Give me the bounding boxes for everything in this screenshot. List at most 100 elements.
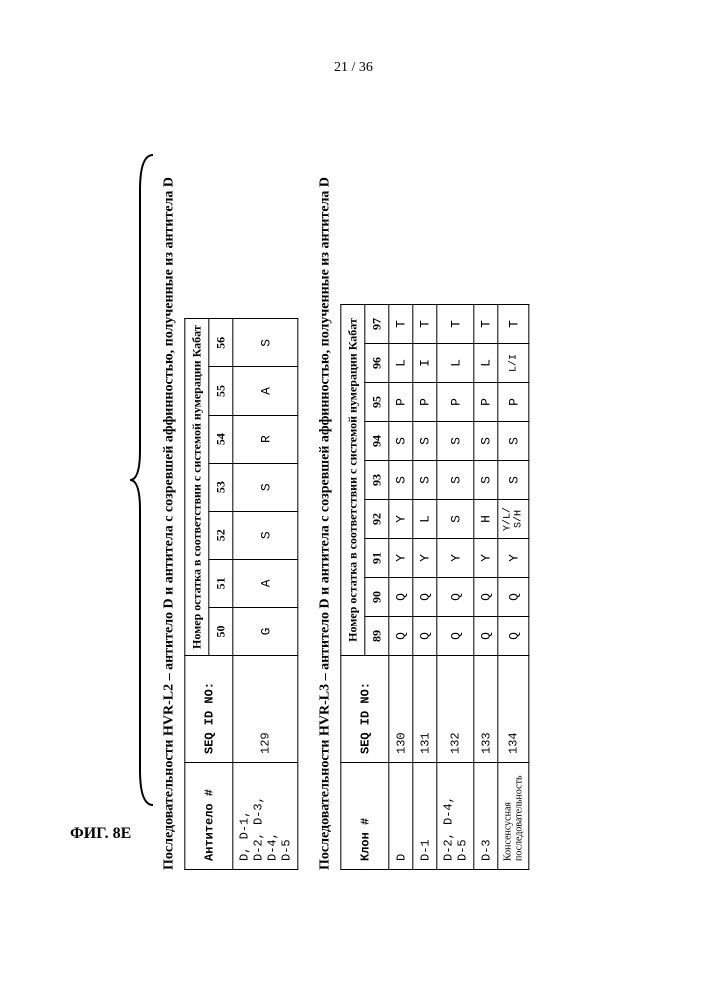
residue-cell: G xyxy=(233,607,298,655)
residue-cell: Q xyxy=(498,617,529,656)
seqid-cell: 129 xyxy=(233,656,298,763)
residue-cell: S xyxy=(233,319,298,367)
residue-cell: S xyxy=(233,511,298,559)
residue-cell: T xyxy=(498,305,529,344)
residue-cell: Y xyxy=(474,539,498,578)
table-hvr-l2: Антитело #SEQ ID NO:Номер остатка в соот… xyxy=(184,318,298,870)
residue-cell: Y/L/S/H xyxy=(498,500,529,539)
residue-cell: Q xyxy=(437,578,474,617)
residue-cell: L xyxy=(437,344,474,383)
residue-cell: Y xyxy=(389,539,413,578)
antibody-cell: Консенсуснаяпоследовательность xyxy=(498,763,529,870)
residue-cell: Q xyxy=(413,617,437,656)
table-row: D-3133QQYHSSPLT xyxy=(474,305,498,870)
table-hvr-l3: Клон #SEQ ID NO:Номер остатка в соответс… xyxy=(340,304,529,870)
residue-cell: A xyxy=(233,367,298,415)
residue-cell: Y xyxy=(498,539,529,578)
position-header: 91 xyxy=(365,539,389,578)
table-row: D130QQYYSSPLT xyxy=(389,305,413,870)
antibody-cell: D-1 xyxy=(413,763,437,870)
residue-cell: Q xyxy=(389,617,413,656)
residue-cell: S xyxy=(413,422,437,461)
rotated-content: Последовательности HVR-L2 – антитело D и… xyxy=(160,90,547,870)
residue-cell: L xyxy=(413,500,437,539)
seqid-cell: 134 xyxy=(498,656,529,763)
position-header: 52 xyxy=(209,511,233,559)
position-header: 95 xyxy=(365,383,389,422)
residue-cell: S xyxy=(389,461,413,500)
residue-cell: S xyxy=(498,461,529,500)
seqid-cell: 131 xyxy=(413,656,437,763)
residue-cell: Q xyxy=(413,578,437,617)
position-header: 93 xyxy=(365,461,389,500)
figure-label: ФИГ. 8E xyxy=(70,825,131,843)
table-row: Консенсуснаяпоследовательность134QQYY/L/… xyxy=(498,305,529,870)
col-antibody-header: Клон # xyxy=(341,763,389,870)
residue-cell: L/I xyxy=(498,344,529,383)
residue-cell: P xyxy=(413,383,437,422)
position-header: 53 xyxy=(209,463,233,511)
position-header: 56 xyxy=(209,319,233,367)
residue-cell: S xyxy=(413,461,437,500)
residue-cell: S xyxy=(498,422,529,461)
residue-cell: L xyxy=(389,344,413,383)
page-number: 21 / 36 xyxy=(0,0,707,86)
antibody-cell: D xyxy=(389,763,413,870)
residue-cell: Y xyxy=(413,539,437,578)
seqid-cell: 133 xyxy=(474,656,498,763)
residue-cell: S xyxy=(389,422,413,461)
residue-cell: P xyxy=(437,383,474,422)
residue-cell: L xyxy=(474,344,498,383)
residue-cell: S xyxy=(437,500,474,539)
table-row: D, D-1,D-2, D-3,D-4,D-5129GASSRAS xyxy=(233,319,298,870)
position-header: 55 xyxy=(209,367,233,415)
residue-cell: I xyxy=(413,344,437,383)
residue-cell: T xyxy=(389,305,413,344)
residue-cell: S xyxy=(437,461,474,500)
seqid-cell: 132 xyxy=(437,656,474,763)
residue-cell: Y xyxy=(389,500,413,539)
col-residue-span-header: Номер остатка в соответствии с системой … xyxy=(185,319,209,656)
figure-brace xyxy=(128,150,158,810)
residue-cell: Q xyxy=(474,617,498,656)
residue-cell: P xyxy=(474,383,498,422)
antibody-cell: D-3 xyxy=(474,763,498,870)
position-header: 97 xyxy=(365,305,389,344)
col-antibody-header: Антитело # xyxy=(185,763,233,870)
col-seqid-header: SEQ ID NO: xyxy=(185,656,233,763)
antibody-cell: D, D-1,D-2, D-3,D-4,D-5 xyxy=(233,763,298,870)
col-seqid-header: SEQ ID NO: xyxy=(341,656,389,763)
residue-cell: R xyxy=(233,415,298,463)
position-header: 96 xyxy=(365,344,389,383)
residue-cell: T xyxy=(413,305,437,344)
table-row: D-2, D-4,D-5132QQYSSSPLT xyxy=(437,305,474,870)
residue-cell: Q xyxy=(437,617,474,656)
table-row: D-1131QQYLSSPIT xyxy=(413,305,437,870)
antibody-cell: D-2, D-4,D-5 xyxy=(437,763,474,870)
table2-title: Последовательности HVR-L3 – антитело D и… xyxy=(316,90,334,870)
col-residue-span-header: Номер остатка в соответствии с системой … xyxy=(341,305,365,656)
residue-cell: S xyxy=(474,422,498,461)
position-header: 51 xyxy=(209,559,233,607)
residue-cell: P xyxy=(389,383,413,422)
seqid-cell: 130 xyxy=(389,656,413,763)
table1-title: Последовательности HVR-L2 – антитело D и… xyxy=(160,90,178,870)
residue-cell: S xyxy=(233,463,298,511)
residue-cell: Q xyxy=(474,578,498,617)
residue-cell: S xyxy=(437,422,474,461)
residue-cell: Q xyxy=(389,578,413,617)
residue-cell: Y xyxy=(437,539,474,578)
residue-cell: T xyxy=(437,305,474,344)
position-header: 50 xyxy=(209,607,233,655)
residue-cell: H xyxy=(474,500,498,539)
residue-cell: P xyxy=(498,383,529,422)
residue-cell: A xyxy=(233,559,298,607)
position-header: 92 xyxy=(365,500,389,539)
position-header: 94 xyxy=(365,422,389,461)
position-header: 90 xyxy=(365,578,389,617)
position-header: 89 xyxy=(365,617,389,656)
residue-cell: S xyxy=(474,461,498,500)
residue-cell: T xyxy=(474,305,498,344)
position-header: 54 xyxy=(209,415,233,463)
residue-cell: Q xyxy=(498,578,529,617)
